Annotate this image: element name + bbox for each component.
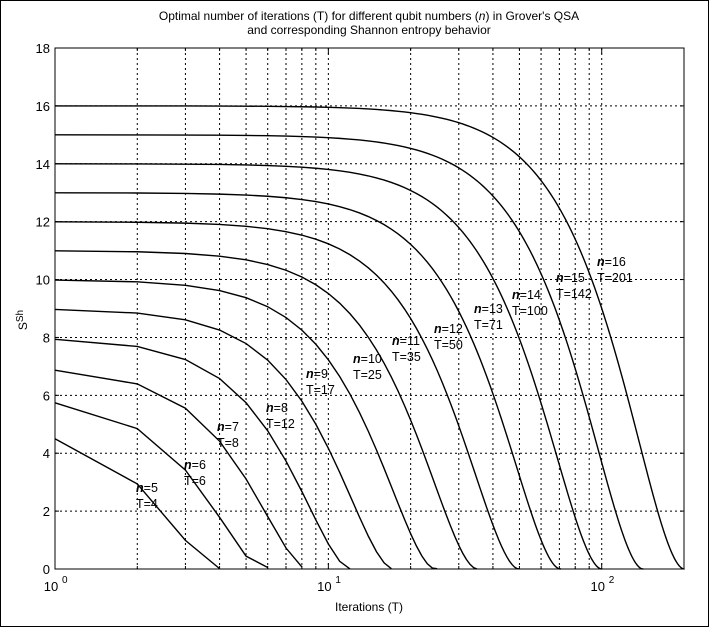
curve-label-T11: T=35 [392,350,421,364]
curve-label-n8: n=8 [266,401,288,415]
series-line-n13 [54,192,562,570]
y-tick-label: 12 [36,215,50,230]
y-tick-labels: 0 2 4 6 8 10 12 14 16 18 [36,41,50,577]
curve-label-n-value: =10 [361,352,382,366]
title-text: and corresponding Shannon entropy behavi… [247,23,491,37]
curve-label-n-symbol: n [353,352,361,366]
curve-label-T14: T=100 [512,304,548,318]
curve-label-T9: T=17 [306,383,335,397]
title-italic-n: n [479,9,486,23]
series-lines [54,105,685,570]
x-tick-exponent: 2 [609,575,615,586]
y-tick-label: 0 [43,562,50,577]
x-tick-labels: 10 0 10 1 10 2 [44,575,615,594]
y-axis-label: SSh [15,310,30,330]
x-tick-label: 10 [44,579,58,594]
curve-label-n-symbol: n [266,401,274,415]
title-text: Optimal number of iterations (T) for dif… [159,9,479,23]
series-line-n10 [54,279,438,570]
curve-label-n5: n=5 [136,481,158,495]
curve-label-n-symbol: n [474,302,482,316]
series-line-n16 [54,105,685,570]
chart-title: Optimal number of iterations (T) for dif… [159,9,579,37]
curve-label-n-value: =8 [274,401,288,415]
x-tick-label: 10 [317,579,331,594]
series-line-n12 [54,221,520,570]
curve-label-n9: n=9 [306,367,328,381]
curve-label-n7: n=7 [217,420,239,434]
series-line-n7 [54,369,303,568]
curve-label-T16: T=201 [597,271,633,285]
x-tick-exponent: 1 [335,575,341,586]
curve-label-n-value: =6 [192,458,206,472]
curve-label-n11: n=11 [392,334,420,348]
series-line-n14 [54,163,602,570]
curve-label-T15: T=142 [556,287,592,301]
curve-label-n13: n=13 [474,302,503,316]
series-line-n8 [54,338,351,570]
chart-title-line: Optimal number of iterations (T) for dif… [159,9,579,23]
title-text: ) in Grover's QSA [485,9,579,23]
series-line-n6 [54,402,269,569]
y-tick-label: 16 [36,99,50,114]
curve-label-n10: n=10 [353,352,382,366]
curve-label-T10: T=25 [353,368,382,382]
x-axis-label: Iterations (T) [335,600,403,614]
curve-label-n-symbol: n [217,420,225,434]
curve-label-n16: n=16 [597,255,626,269]
curve-label-n-value: =11 [400,334,420,348]
y-tick-label: 6 [43,388,50,403]
curve-label-T5: T=4 [136,497,158,511]
curve-label-T13: T=71 [474,318,503,332]
y-tick-label: 10 [36,273,50,288]
y-tick-label: 14 [36,157,50,172]
curve-label-n-symbol: n [597,255,605,269]
curve-label-T6: T=6 [184,474,206,488]
curve-label-n-value: =13 [482,302,503,316]
curve-label-n-symbol: n [306,367,314,381]
curve-label-n-value: =16 [605,255,626,269]
plot-area-border [54,47,685,570]
y-label-base: S [16,322,30,330]
y-tick-label: 18 [36,41,50,56]
curve-label-n-value: =12 [442,322,463,336]
curve-label-n14: n=14 [512,288,541,302]
curve-label-n12: n=12 [434,322,463,336]
curve-label-n6: n=6 [184,458,206,472]
series-line-n9 [54,308,392,570]
curve-labels: n=5T=4n=6T=6n=7T=8n=8T=12n=9T=17n=10T=25… [136,255,633,511]
curve-label-n-symbol: n [556,271,564,285]
curve-label-n-value: =14 [520,288,541,302]
curve-label-n-symbol: n [512,288,520,302]
y-tick-label: 2 [43,504,50,519]
chart-title-line: and corresponding Shannon entropy behavi… [247,23,491,37]
x-tick-label: 10 [590,579,604,594]
curve-label-n-value: =15 [564,271,585,285]
y-tick-label: 4 [43,446,50,461]
curve-label-n15: n=15 [556,271,585,285]
curve-label-T8: T=12 [266,417,295,431]
curve-label-n-symbol: n [392,334,400,348]
curve-label-n-symbol: n [184,458,192,472]
y-tick-label: 8 [43,330,50,345]
curve-label-n-symbol: n [136,481,144,495]
series-line-n11 [54,250,478,570]
series-line-n15 [54,134,644,570]
curve-label-T12: T=50 [434,338,463,352]
x-tick-exponent: 0 [62,575,68,586]
series-line-n5 [54,438,221,570]
curve-label-n-value: =5 [144,481,158,495]
curve-label-n-value: =7 [225,420,239,434]
curve-label-T7: T=8 [217,436,239,450]
curve-label-n-symbol: n [434,322,442,336]
y-label-subscript: Sh [15,310,26,322]
curve-label-n-value: =9 [314,367,328,381]
